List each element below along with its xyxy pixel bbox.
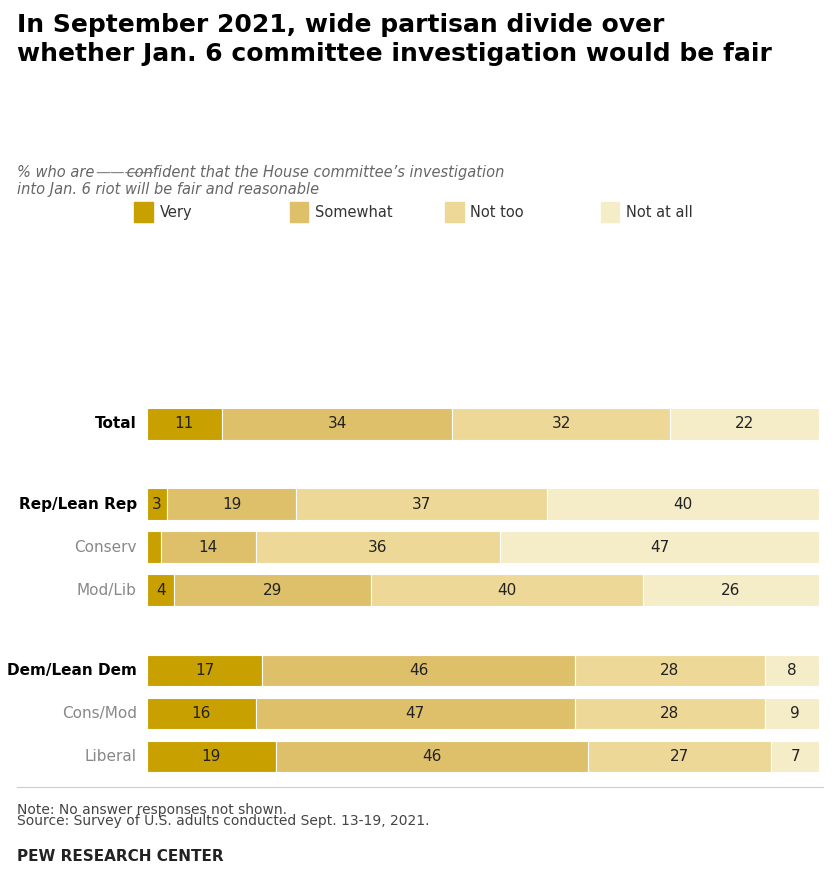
Text: 19: 19 [222, 497, 242, 512]
Text: 47: 47 [650, 540, 669, 555]
Bar [764, 698, 826, 729]
Text: confident that the House committee’s investigation: confident that the House committee’s inv… [122, 165, 504, 180]
Bar [276, 740, 588, 772]
Text: 28: 28 [660, 663, 680, 678]
Text: 11: 11 [175, 417, 194, 432]
Bar [771, 740, 819, 772]
Text: 22: 22 [735, 417, 754, 432]
Text: 27: 27 [670, 748, 690, 764]
Text: Source: Survey of U.S. adults conducted Sept. 13-19, 2021.: Source: Survey of U.S. adults conducted … [17, 814, 429, 828]
Text: 14: 14 [198, 540, 218, 555]
Text: 16: 16 [192, 706, 211, 721]
Text: 17: 17 [195, 663, 214, 678]
Bar [262, 655, 575, 686]
Bar [147, 489, 167, 520]
Bar [147, 740, 276, 772]
Bar [147, 655, 262, 686]
Text: Liberal: Liberal [85, 748, 137, 764]
Bar [255, 532, 500, 563]
Text: 19: 19 [202, 748, 221, 764]
Text: Conserv: Conserv [74, 540, 137, 555]
Text: 7: 7 [790, 748, 800, 764]
Text: Note: No answer responses not shown.: Note: No answer responses not shown. [17, 803, 286, 817]
Text: 37: 37 [412, 497, 432, 512]
Text: Mod/Lib: Mod/Lib [77, 582, 137, 598]
Text: In September 2021, wide partisan divide over
whether Jan. 6 committee investigat: In September 2021, wide partisan divide … [17, 13, 772, 66]
Bar [297, 489, 548, 520]
Text: Not too: Not too [470, 205, 524, 219]
Text: 40: 40 [674, 497, 693, 512]
Text: ————: ———— [95, 165, 154, 180]
Bar [147, 409, 222, 440]
Text: 47: 47 [406, 706, 425, 721]
Bar [764, 655, 819, 686]
Bar [643, 574, 819, 606]
Bar [575, 698, 764, 729]
Bar [147, 698, 255, 729]
Text: 28: 28 [660, 706, 680, 721]
Text: Cons/Mod: Cons/Mod [62, 706, 137, 721]
Text: 32: 32 [551, 417, 570, 432]
Bar [167, 489, 297, 520]
Bar [371, 574, 643, 606]
Text: 34: 34 [328, 417, 347, 432]
Text: 3: 3 [152, 497, 162, 512]
Bar [222, 409, 453, 440]
Text: 46: 46 [409, 663, 428, 678]
Text: 29: 29 [263, 582, 282, 598]
Text: 8: 8 [787, 663, 796, 678]
Text: into Jan. 6 riot will be fair and reasonable: into Jan. 6 riot will be fair and reason… [17, 182, 319, 197]
Text: Rep/Lean Rep: Rep/Lean Rep [18, 497, 137, 512]
Text: Dem/Lean Dem: Dem/Lean Dem [7, 663, 137, 678]
Bar [588, 740, 771, 772]
Text: 46: 46 [423, 748, 442, 764]
Text: Very: Very [160, 205, 192, 219]
Bar [174, 574, 371, 606]
Text: % who are: % who are [17, 165, 94, 180]
Text: 9: 9 [790, 706, 801, 721]
Text: 36: 36 [368, 540, 387, 555]
Bar [453, 409, 669, 440]
Bar [255, 698, 575, 729]
Text: 40: 40 [497, 582, 517, 598]
Bar [147, 574, 174, 606]
Bar [575, 655, 764, 686]
Text: 26: 26 [721, 582, 740, 598]
Bar [160, 532, 255, 563]
Bar [548, 489, 819, 520]
Text: Not at all: Not at all [626, 205, 692, 219]
Text: PEW RESEARCH CENTER: PEW RESEARCH CENTER [17, 849, 223, 864]
Text: 4: 4 [155, 582, 165, 598]
Bar [500, 532, 819, 563]
Bar [669, 409, 819, 440]
Bar [147, 532, 160, 563]
Text: Total: Total [95, 417, 137, 432]
Text: Somewhat: Somewhat [315, 205, 392, 219]
